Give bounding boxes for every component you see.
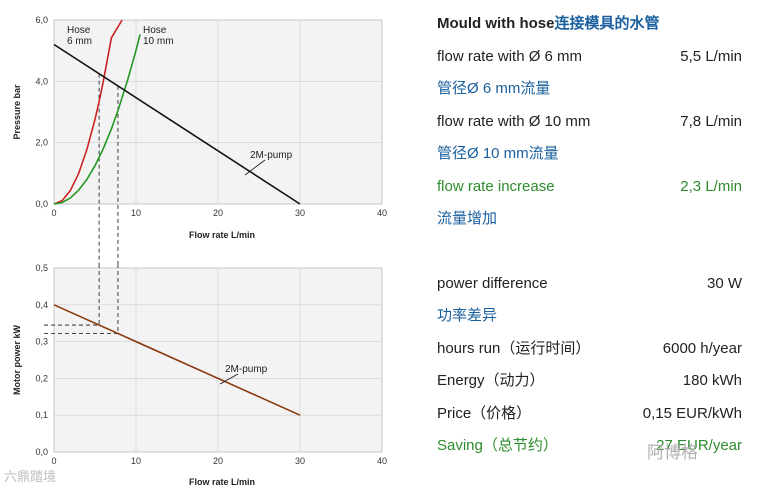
series-line-0-1	[53, 34, 141, 205]
row-value: 0,15 EUR/kWh	[642, 404, 742, 422]
y-axis-label-1: Motor power kW	[12, 324, 22, 395]
row-flow-6mm: flow rate with Ø 6 mm 5,5 L/min	[437, 47, 742, 80]
x-axis-label-1: Flow rate L/min	[189, 477, 255, 487]
series-line-0-0	[53, 19, 123, 205]
series-label-0-1-1: 10 mm	[143, 36, 174, 47]
row-label: flow rate with Ø 6 mm	[437, 47, 583, 65]
watermark-left: 六鼎踏境	[4, 469, 57, 484]
y-tick-0-3: 6,0	[35, 15, 48, 25]
x-axis-label-0: Flow rate L/min	[189, 230, 255, 240]
series-label-0-1-0: Hose	[143, 25, 167, 36]
row-value: 180 kWh	[682, 372, 742, 389]
y-tick-1-4: 0,4	[35, 300, 48, 310]
y-tick-0-2: 4,0	[35, 76, 48, 86]
row-value: 5,5 L/min	[680, 47, 742, 65]
row-flow-10mm: flow rate with Ø 10 mm 7,8 L/min	[437, 112, 742, 145]
title-cn: 连接模具的水管	[554, 15, 660, 32]
row-label: power difference	[437, 274, 548, 292]
row-label: hours run（运行时间）	[437, 339, 591, 357]
x-tick-0-0: 0	[51, 208, 56, 218]
row-cn-label: 管径Ø 10 mm流量	[437, 145, 559, 162]
x-tick-1-3: 30	[295, 456, 305, 466]
x-tick-0-2: 20	[213, 208, 223, 218]
title-en: Mould with hose	[437, 15, 555, 32]
row-energy: Energy（动力） 180 kWh	[437, 371, 742, 404]
row-flow-increase-cn: 流量增加	[437, 209, 742, 242]
series-label-0-2-0: 2M-pump	[250, 150, 293, 161]
row-label: flow rate increase	[437, 177, 555, 195]
series-label-0-0-0: Hose	[67, 25, 91, 36]
row-value: 30 W	[706, 274, 742, 292]
y-tick-0-0: 0,0	[35, 199, 48, 209]
panel-title: Mould with hose连接模具的水管	[437, 14, 742, 47]
row-cn-label: 功率差异	[437, 307, 498, 324]
y-tick-1-5: 0,5	[35, 263, 48, 273]
leader-line-0-0	[244, 159, 266, 176]
row-power-difference-cn: 功率差异	[437, 306, 742, 339]
y-axis-label-0: Pressure bar	[12, 84, 22, 140]
y-tick-1-3: 0,3	[35, 337, 48, 347]
row-saving: Saving（总节约） 27 EUR/year	[437, 436, 742, 469]
y-tick-1-1: 0,1	[35, 410, 48, 420]
y-tick-1-0: 0,0	[35, 447, 48, 457]
y-tick-1-2: 0,2	[35, 373, 48, 383]
series-label-0-0-1: 6 mm	[67, 36, 92, 47]
calculation-panel: Mould with hose连接模具的水管 flow rate with Ø …	[437, 14, 742, 469]
row-cn-label: 流量增加	[437, 210, 498, 227]
row-flow-10mm-cn: 管径Ø 10 mm流量	[437, 144, 742, 177]
leader-line-1-0	[219, 373, 239, 385]
y-tick-0-1: 2,0	[35, 138, 48, 148]
charts-area: 0 10 20 30 40 0,0 2,0 4,0 6,0 Flow rate L/min Pres…	[12, 15, 387, 487]
row-flow-6mm-cn: 管径Ø 6 mm流量	[437, 79, 742, 112]
x-tick-1-4: 40	[377, 456, 387, 466]
row-cn-label: 管径Ø 6 mm流量	[437, 80, 551, 97]
row-flow-increase: flow rate increase 2,3 L/min	[437, 177, 742, 210]
series-label-1-0-0: 2M-pump	[225, 364, 268, 375]
x-tick-1-1: 10	[131, 456, 141, 466]
x-tick-0-4: 40	[377, 208, 387, 218]
series-line-0-2	[53, 43, 301, 205]
row-value: 7,8 L/min	[680, 112, 742, 130]
x-tick-0-1: 10	[131, 208, 141, 218]
row-label: Saving（总节约）	[437, 437, 558, 454]
row-value: 27 EUR/year	[656, 437, 742, 454]
row-power-difference: power difference 30 W	[437, 274, 742, 307]
row-label: Price（价格）	[437, 404, 532, 422]
watermark-right: 阿博格	[647, 443, 698, 462]
row-label: Energy（动力）	[437, 372, 545, 389]
row-price: Price（价格） 0,15 EUR/kWh	[437, 404, 742, 437]
x-tick-0-3: 30	[295, 208, 305, 218]
x-tick-1-2: 20	[213, 456, 223, 466]
series-line-1-0	[53, 304, 301, 416]
row-label: flow rate with Ø 10 mm	[437, 112, 591, 130]
x-tick-1-0: 0	[51, 456, 56, 466]
row-value: 2,3 L/min	[680, 177, 742, 195]
row-value: 6000 h/year	[662, 339, 742, 357]
row-hours-run: hours run（运行时间） 6000 h/year	[437, 339, 742, 372]
